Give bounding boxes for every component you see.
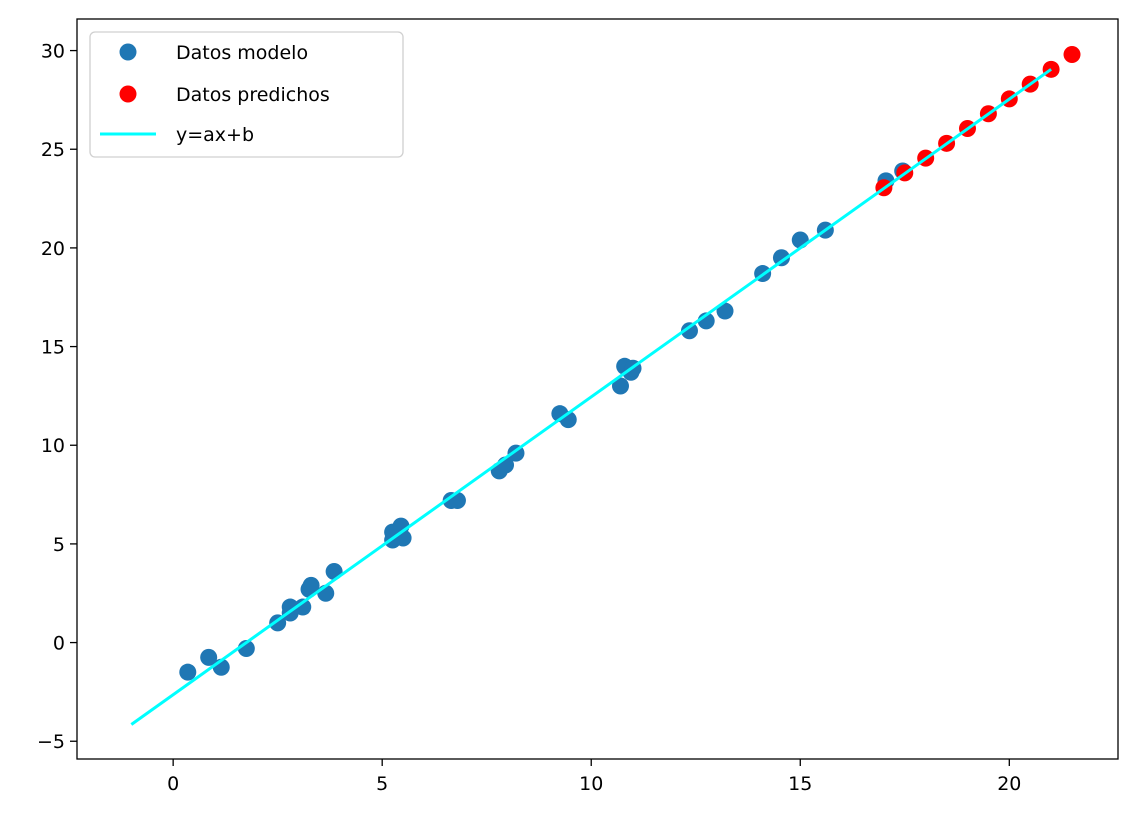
legend-marker-1 <box>119 85 137 103</box>
point-datos-modelo-27 <box>680 322 698 340</box>
point-datos-modelo-6 <box>281 598 299 616</box>
y-tick-label: 15 <box>41 337 65 359</box>
axes-frame <box>76 18 1119 760</box>
y-tick-label: 20 <box>41 238 65 260</box>
point-datos-modelo-29 <box>716 302 734 320</box>
point-datos-predichos-9 <box>1063 46 1081 64</box>
y-tick-label: 30 <box>41 41 65 63</box>
axes: 0 5 10 15 20 −5 0 5 10 15 20 25 30 <box>37 18 1119 795</box>
x-tick-label: 15 <box>788 773 812 795</box>
plot-area <box>130 46 1081 726</box>
point-datos-modelo-9 <box>302 576 320 594</box>
point-datos-modelo-0 <box>179 663 197 681</box>
point-datos-modelo-31 <box>772 249 790 267</box>
legend: Datos modelo Datos predichos y=ax+b <box>89 31 404 158</box>
fit-line <box>130 68 1052 726</box>
y-tick-label: 5 <box>53 534 65 556</box>
y-tick-label: 0 <box>53 633 65 655</box>
y-tick-label: 10 <box>41 435 65 457</box>
point-datos-modelo-17 <box>448 491 466 509</box>
legend-label: Datos modelo <box>176 42 308 64</box>
point-datos-modelo-1 <box>200 648 218 666</box>
legend-box <box>89 31 404 158</box>
legend-label: Datos predichos <box>176 84 330 106</box>
point-datos-modelo-32 <box>791 231 809 249</box>
x-tick-label: 20 <box>997 773 1021 795</box>
point-datos-modelo-7 <box>294 598 312 616</box>
y-tick-label: −5 <box>37 731 65 753</box>
legend-marker-0 <box>119 43 137 61</box>
x-tick-label: 0 <box>167 773 179 795</box>
legend-label: y=ax+b <box>176 124 254 146</box>
x-tick-label: 5 <box>376 773 388 795</box>
y-tick-label: 25 <box>41 139 65 161</box>
x-tick-label: 10 <box>579 773 603 795</box>
point-datos-modelo-23 <box>611 377 629 395</box>
